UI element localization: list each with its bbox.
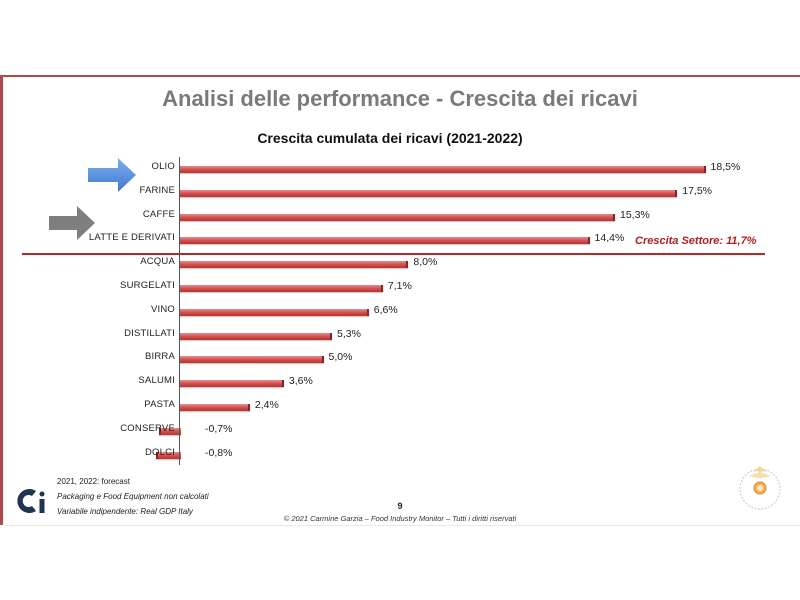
footnote-forecast: 2021, 2022: forecast bbox=[57, 477, 130, 486]
chart-title: Crescita cumulata dei ricavi (2021-2022) bbox=[257, 130, 523, 146]
value-label: 18,5% bbox=[710, 161, 741, 173]
chart-bar bbox=[180, 380, 284, 388]
category-label: DISTILLATI bbox=[124, 327, 175, 339]
seal-emblem-icon bbox=[739, 466, 781, 510]
chart-row: BIRRA 5,0% bbox=[0, 349, 800, 372]
chart-bar bbox=[180, 285, 383, 292]
chart-bar bbox=[180, 213, 615, 221]
category-label: PASTA bbox=[144, 399, 175, 410]
value-label: 5,0% bbox=[328, 351, 353, 364]
footnote-variable: Variabile indipendente: Real GDP Italy bbox=[57, 507, 193, 516]
slide-title: Analisi delle performance - Crescita dei… bbox=[162, 86, 638, 111]
value-label: 2,4% bbox=[254, 399, 279, 411]
chart-bar bbox=[180, 189, 678, 197]
page-number: 9 bbox=[397, 501, 403, 511]
chart-bar bbox=[180, 261, 409, 269]
category-label: CONSERVE bbox=[120, 422, 175, 434]
footnotes: 2021, 2022: forecast Packaging e Food Eq… bbox=[57, 474, 209, 519]
category-label: VINO bbox=[150, 303, 175, 315]
value-label: 3,6% bbox=[288, 375, 313, 388]
category-label: ACQUA bbox=[140, 256, 175, 268]
chart-row: SALUMI 3,6% bbox=[0, 373, 800, 396]
value-label: 15,3% bbox=[619, 208, 650, 221]
chart-row: DISTILLATI 5,3% bbox=[0, 326, 800, 349]
value-label: 5,3% bbox=[336, 327, 361, 340]
category-label: LATTE E DERIVATI bbox=[88, 232, 175, 244]
chart-row: SURGELATI 7,1% bbox=[0, 278, 800, 301]
category-label: SALUMI bbox=[138, 375, 175, 387]
sector-growth-label: Crescita Settore: 11,7% bbox=[635, 235, 757, 247]
ci-logo-icon bbox=[17, 489, 45, 513]
arrow-right-gray-icon bbox=[49, 206, 95, 240]
slide-frame-left bbox=[0, 75, 3, 525]
footnote-packaging: Packaging e Food Equipment non calcolati bbox=[57, 492, 209, 501]
category-label: DOLCI bbox=[144, 446, 175, 458]
slide-frame-bottom bbox=[3, 525, 800, 526]
chart-bar bbox=[180, 308, 369, 316]
value-label: 17,5% bbox=[682, 184, 713, 197]
chart-bar bbox=[156, 451, 181, 459]
value-label: -0,8% bbox=[205, 446, 233, 459]
chart-row: CAFFE 15,3% bbox=[0, 207, 800, 230]
category-label: BIRRA bbox=[144, 351, 175, 363]
category-label: CAFFE bbox=[142, 208, 175, 220]
value-label: -0,7% bbox=[205, 422, 233, 435]
slide-frame-top bbox=[0, 75, 800, 77]
chart-row: ACQUA 8,0% bbox=[0, 254, 800, 277]
chart-row: DOLCI -0,8% bbox=[0, 445, 800, 468]
sector-growth-separator bbox=[22, 253, 765, 255]
category-label: OLIO bbox=[151, 161, 175, 172]
value-label: 7,1% bbox=[387, 280, 412, 292]
chart-row: CONSERVE -0,7% bbox=[0, 421, 800, 444]
copyright-text: © 2021 Carmine Garzia – Food Industry Mo… bbox=[283, 514, 517, 523]
chart-row: OLIO 18,5% bbox=[0, 159, 800, 182]
chart-bar bbox=[180, 404, 250, 411]
chart-bar bbox=[180, 237, 590, 245]
value-label: 8,0% bbox=[413, 256, 438, 269]
arrow-right-blue-icon bbox=[88, 158, 136, 192]
chart-bar bbox=[180, 166, 706, 173]
chart-axis bbox=[179, 157, 180, 465]
chart-row: LATTE E DERIVATI 14,4% bbox=[0, 230, 800, 253]
value-label: 6,6% bbox=[373, 303, 398, 316]
chart-bar bbox=[159, 427, 181, 435]
chart-row: FARINE 17,5% bbox=[0, 183, 800, 206]
category-label: SURGELATI bbox=[120, 280, 175, 291]
chart-row: VINO 6,6% bbox=[0, 302, 800, 325]
value-label: 14,4% bbox=[594, 232, 625, 245]
category-label: FARINE bbox=[139, 184, 175, 196]
chart-bar bbox=[180, 332, 332, 340]
chart-bar bbox=[180, 356, 324, 364]
chart-row: PASTA 2,4% bbox=[0, 397, 800, 420]
